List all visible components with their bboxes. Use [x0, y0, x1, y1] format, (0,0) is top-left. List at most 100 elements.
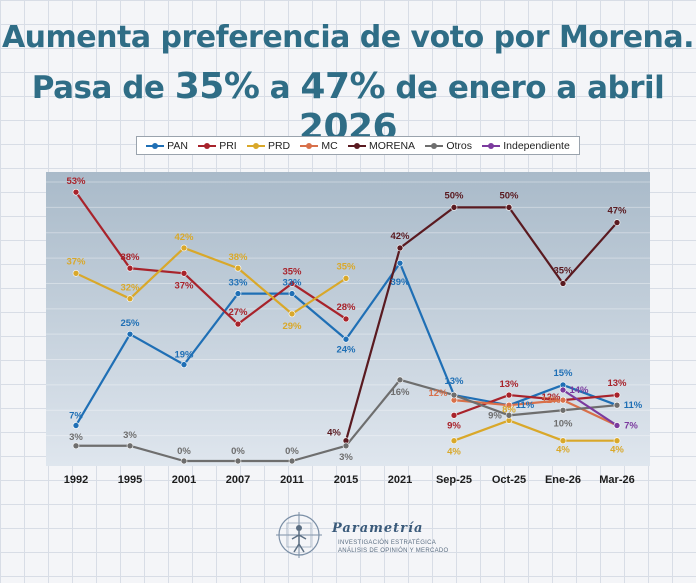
data-label-pri: 37%: [174, 280, 194, 291]
legend-item-morena: MORENA: [347, 140, 415, 152]
data-label-pan: 33%: [228, 278, 248, 289]
data-point-pan: [396, 259, 404, 267]
legend-item-pri: PRI: [198, 140, 237, 152]
data-point-prd: [180, 244, 188, 252]
data-label-pri: 27%: [228, 307, 248, 318]
data-point-otros: [559, 406, 567, 414]
data-label-pri: 13%: [607, 378, 627, 389]
data-point-pri: [342, 315, 350, 323]
parametria-logo: Parametría INVESTIGACIÓN ESTRATÉGICA ANÁ…: [272, 508, 452, 566]
x-tick-label: Oct-25: [492, 474, 526, 486]
legend-label: PRI: [219, 139, 237, 152]
data-point-otros: [396, 376, 404, 384]
legend-item-otros: Otros: [425, 140, 472, 152]
data-label-prd: 42%: [174, 232, 194, 243]
data-point-mc: [559, 396, 567, 404]
legend-label: MC: [321, 139, 338, 152]
legend-swatch: [300, 142, 319, 149]
data-point-prd: [234, 264, 242, 272]
data-point-pri: [613, 391, 621, 399]
data-label-pri: 38%: [120, 252, 140, 263]
chart-legend: PAN PRI PRD MC MORENA Otros Independiente: [136, 136, 580, 155]
data-label-prd: 4%: [610, 445, 624, 456]
logo-name: Parametría: [332, 521, 424, 536]
data-label-prd: 29%: [282, 321, 302, 332]
data-label-prd: 4%: [447, 447, 461, 458]
data-point-prd: [613, 437, 621, 445]
data-point-pan: [72, 422, 80, 429]
legend-swatch: [246, 142, 265, 149]
data-point-independiente: [559, 386, 567, 394]
data-label-otros: 16%: [390, 387, 410, 398]
legend-item-independiente: Independiente: [482, 140, 570, 152]
data-point-morena: [450, 204, 458, 211]
data-point-morena: [396, 244, 404, 252]
data-label-otros: 3%: [339, 452, 353, 463]
data-label-pri: 9%: [447, 420, 461, 431]
data-label-pan: 33%: [282, 278, 302, 289]
logo-tagline: ANÁLISIS DE OPINIÓN Y MERCADO: [338, 548, 449, 554]
data-point-pri: [234, 320, 242, 328]
x-tick-label: 1995: [118, 474, 142, 486]
legend-swatch: [146, 142, 165, 149]
legend-label: Independiente: [503, 139, 570, 152]
data-point-otros: [450, 391, 458, 399]
data-point-pri: [450, 412, 458, 419]
data-label-mc: 12%: [541, 395, 561, 406]
legend-item-prd: PRD: [246, 140, 290, 152]
data-point-otros: [288, 457, 296, 465]
data-label-pan: 11%: [516, 400, 535, 411]
x-tick-label: Mar-26: [599, 474, 634, 486]
data-point-prd: [450, 437, 458, 445]
data-label-prd: 37%: [66, 256, 86, 267]
data-label-prd: 8%: [502, 404, 516, 415]
data-point-pan: [180, 361, 188, 368]
data-point-prd: [342, 275, 350, 282]
data-point-otros: [234, 457, 242, 465]
data-point-pri: [505, 391, 513, 399]
data-label-independiente: 7%: [624, 420, 638, 431]
x-tick-label: 2021: [388, 474, 412, 486]
data-point-otros: [505, 412, 513, 419]
x-tick-label: 2007: [226, 474, 250, 486]
data-label-pan: 25%: [120, 318, 140, 329]
data-point-otros: [126, 442, 134, 450]
data-label-pan: 11%: [624, 400, 643, 411]
data-point-mc: [505, 401, 513, 409]
title-part: 35%: [174, 66, 260, 107]
legend-swatch: [482, 142, 501, 149]
data-label-morena: 4%: [327, 428, 341, 439]
data-point-morena: [559, 280, 567, 287]
legend-label: Otros: [446, 139, 472, 152]
data-point-pan: [234, 290, 242, 297]
data-label-morena: 35%: [553, 265, 573, 276]
data-point-pan: [342, 335, 350, 343]
data-label-pri: 13%: [499, 379, 519, 390]
data-label-prd: 32%: [120, 283, 140, 294]
data-label-independiente: 14%: [569, 385, 589, 396]
series-line-mc: [453, 399, 618, 427]
data-point-pan: [288, 290, 296, 297]
legend-item-pan: PAN: [146, 140, 188, 152]
data-label-prd: 4%: [556, 445, 570, 456]
data-label-pan: 15%: [553, 368, 573, 379]
data-point-pri: [72, 188, 80, 196]
data-label-pan: 39%: [390, 277, 410, 288]
legend-item-mc: MC: [300, 139, 338, 152]
data-label-pan: 19%: [174, 350, 194, 361]
data-label-morena: 42%: [390, 231, 410, 242]
data-label-otros: 0%: [231, 446, 245, 457]
data-label-morena: 50%: [444, 190, 464, 201]
data-label-pri: 28%: [336, 302, 356, 313]
data-label-otros: 3%: [69, 432, 83, 443]
data-point-otros: [613, 401, 621, 409]
series-line-prd: [75, 246, 617, 442]
data-label-morena: 50%: [499, 190, 519, 201]
data-point-otros: [180, 457, 188, 465]
data-label-prd: 35%: [336, 261, 356, 272]
data-point-pan: [126, 330, 134, 338]
x-tick-label: 1992: [64, 474, 88, 486]
data-label-otros: 10%: [553, 418, 573, 429]
data-point-independiente: [613, 422, 621, 429]
